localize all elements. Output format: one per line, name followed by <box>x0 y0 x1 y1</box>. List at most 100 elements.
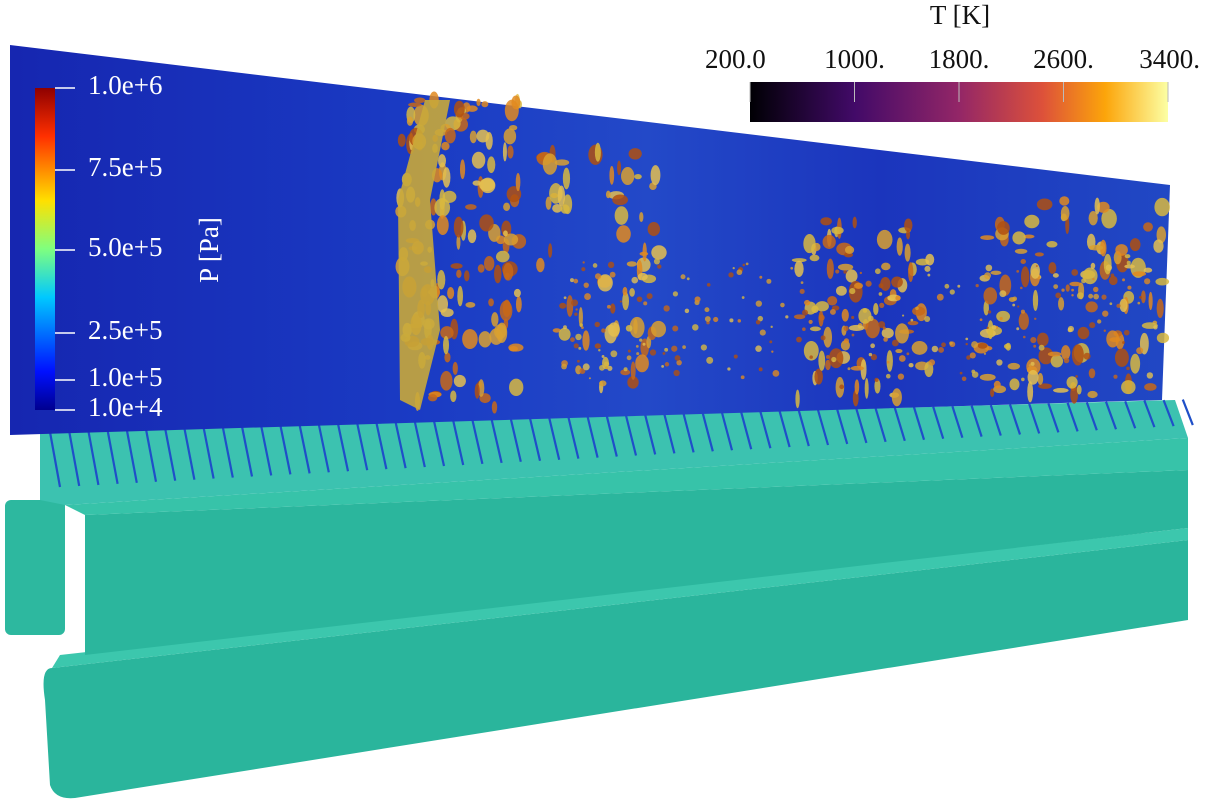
flame-blob <box>548 243 552 257</box>
spray-drop <box>610 350 617 357</box>
flame-blob <box>621 167 634 185</box>
spray-drop <box>581 267 585 271</box>
flame-blob <box>827 259 834 279</box>
flame-blob <box>1053 273 1059 278</box>
flame-blob <box>617 161 621 175</box>
flame-blob <box>897 238 903 256</box>
flame-blob <box>608 322 620 336</box>
flame-blob <box>990 271 1001 275</box>
flame-blob <box>1037 199 1053 211</box>
flame-blob <box>479 214 493 231</box>
spray-drop <box>949 341 953 345</box>
spray-drop <box>1068 326 1074 332</box>
flame-blob <box>865 378 869 399</box>
flame-blob <box>1058 297 1064 310</box>
spray-drop <box>883 337 888 342</box>
flame-blob <box>1115 349 1129 367</box>
flame-blob <box>487 156 495 173</box>
spray-drop <box>636 352 639 355</box>
flame-blob <box>496 251 510 263</box>
flame-blob <box>1061 206 1070 221</box>
flame-blob <box>827 296 837 306</box>
flame-blob <box>626 325 633 332</box>
flame-blob <box>855 379 860 394</box>
flame-blob <box>563 168 570 190</box>
flame-blob <box>1033 290 1038 311</box>
flame-blob <box>803 234 815 253</box>
spray-drop <box>756 320 761 325</box>
spray-drop <box>760 330 766 336</box>
spray-drop <box>1081 278 1086 283</box>
spray-drop <box>1053 284 1058 289</box>
flame-blob <box>994 381 1001 389</box>
spray-drop <box>965 343 967 345</box>
spray-drop <box>1071 289 1074 292</box>
spray-drop <box>1017 305 1019 307</box>
spray-drop <box>578 347 581 350</box>
spray-drop <box>1021 310 1025 314</box>
flame-blob <box>845 246 854 254</box>
spray-drop <box>932 346 938 352</box>
flame-blob <box>407 116 413 125</box>
flame-blob <box>831 227 843 235</box>
flame-blob <box>456 270 461 278</box>
spray-drop <box>924 266 930 272</box>
fin <box>1183 400 1193 426</box>
flame-blob <box>511 96 520 110</box>
spray-drop <box>852 334 855 337</box>
flame-blob <box>451 263 463 269</box>
spray-drop <box>599 365 605 371</box>
spray-drop <box>636 345 639 348</box>
flame-blob <box>500 300 513 320</box>
tick-label: 200.0 <box>705 44 766 74</box>
flame-blob <box>909 363 914 367</box>
flame-blob <box>1089 245 1103 251</box>
spray-drop <box>665 362 669 366</box>
flame-blob <box>623 287 628 296</box>
spray-drop <box>986 265 993 272</box>
spray-drop <box>727 367 730 370</box>
spray-drop <box>1136 347 1143 354</box>
tick-label: 5.0e+5 <box>88 232 162 262</box>
flame-blob <box>842 309 849 322</box>
spray-drop <box>647 293 653 299</box>
flame-blob <box>1009 378 1019 390</box>
spray-drop <box>575 334 581 340</box>
spray-drop <box>639 339 642 342</box>
flame-blob <box>536 258 544 272</box>
spray-drop <box>965 338 968 341</box>
spray-drop <box>1127 261 1131 265</box>
flame-blob <box>479 179 495 192</box>
spray-drop <box>962 376 967 381</box>
side-block <box>5 500 65 635</box>
spray-drop <box>868 316 874 322</box>
spray-drop <box>1127 286 1131 290</box>
flame-blob <box>599 380 606 386</box>
flame-blob <box>1024 215 1039 228</box>
flame-blob <box>1048 352 1061 357</box>
flame-blob <box>983 287 997 304</box>
spray-drop <box>790 267 793 270</box>
spray-drop <box>821 335 826 340</box>
flame-blob <box>1121 380 1135 394</box>
flame-blob <box>612 195 628 206</box>
flame-blob <box>1072 344 1084 365</box>
spray-drop <box>874 378 878 382</box>
spray-drop <box>729 318 733 322</box>
spray-drop <box>681 274 686 279</box>
spray-drop <box>802 310 808 316</box>
flame-blob <box>479 331 492 347</box>
flame-blob <box>470 131 477 144</box>
tick-label: 1.0e+6 <box>88 70 162 100</box>
spray-drop <box>579 323 583 327</box>
flame-blob <box>1109 276 1118 285</box>
spray-drop <box>742 264 745 267</box>
flame-blob <box>851 366 864 371</box>
flame-blob <box>978 343 988 349</box>
spray-drop <box>574 343 579 348</box>
spray-drop <box>902 315 904 317</box>
flame-blob <box>804 300 810 306</box>
flame-blob <box>609 166 614 185</box>
flame-blob <box>428 394 437 401</box>
spray-drop <box>848 367 851 370</box>
